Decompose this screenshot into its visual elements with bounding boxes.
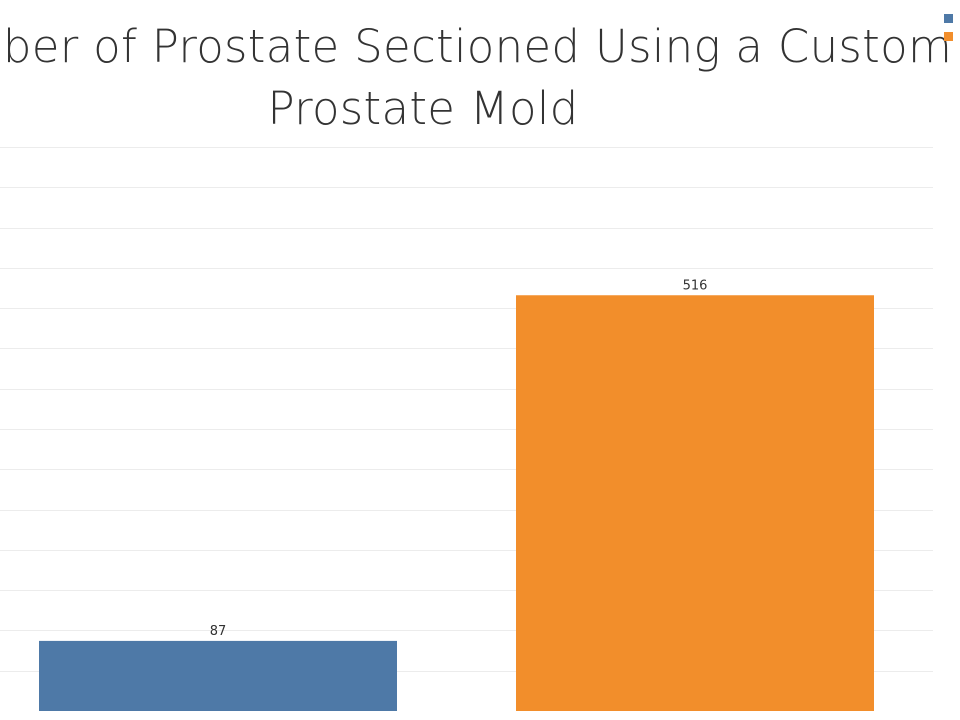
- bar: [39, 640, 397, 711]
- bar-data-label: 516: [683, 278, 708, 293]
- bar-labels: 87 516: [210, 278, 708, 639]
- chart-title-line-1: Number of Prostate Sectioned Using a Cus…: [0, 20, 953, 73]
- bar-data-label: 87: [210, 624, 227, 639]
- chart-title-line-2: Prostate Mold: [267, 82, 579, 135]
- legend-swatch: [944, 14, 953, 23]
- bar: [516, 295, 874, 711]
- bars: [39, 295, 874, 711]
- chart-title: Number of Prostate Sectioned Using a Cus…: [0, 16, 953, 140]
- legend-swatch: [944, 32, 953, 41]
